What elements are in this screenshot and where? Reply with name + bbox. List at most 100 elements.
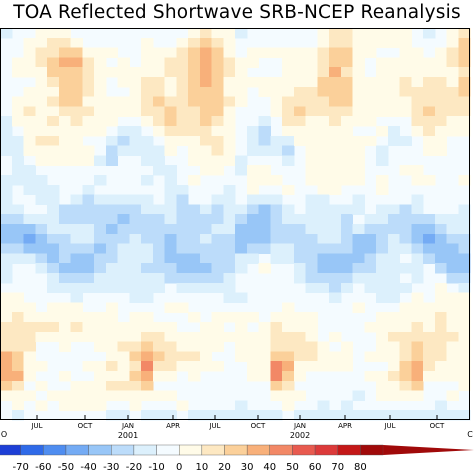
heatmap-cell: [105, 145, 119, 156]
heatmap-cell: [282, 184, 295, 196]
heatmap-cell: [47, 96, 60, 107]
heatmap-cell: [364, 86, 377, 98]
heatmap-cell: [58, 341, 72, 352]
heatmap-cell: [129, 263, 142, 274]
heatmap-cell: [434, 341, 448, 352]
heatmap-cell: [282, 204, 295, 215]
heatmap-cell: [376, 371, 389, 382]
heatmap-cell: [152, 86, 166, 98]
heatmap-cell: [82, 47, 95, 58]
heatmap-cell: [82, 106, 95, 117]
heatmap-cell: [117, 322, 130, 333]
heatmap-cell: [305, 410, 318, 421]
heatmap-cell: [329, 86, 342, 98]
heatmap-cell: [387, 273, 401, 284]
heatmap-cell: [117, 214, 130, 225]
heatmap-cell: [364, 106, 377, 117]
heatmap-cell: [340, 253, 354, 264]
heatmap-cell: [82, 243, 95, 254]
heatmap-cell: [152, 331, 166, 343]
heatmap-cell: [164, 322, 177, 333]
heatmap-cell: [141, 263, 154, 274]
heatmap-cell: [0, 224, 13, 235]
heatmap-cell: [82, 400, 95, 411]
heatmap-cell: [329, 47, 342, 58]
heatmap-cell: [340, 224, 354, 235]
heatmap-cell: [411, 116, 424, 127]
heatmap-cell: [423, 351, 436, 362]
heatmap-cell: [129, 253, 142, 264]
heatmap-cell: [223, 106, 236, 117]
heatmap-cell: [211, 273, 224, 284]
colorbar-swatch: [133, 444, 157, 456]
heatmap-cell: [246, 126, 260, 137]
heatmap-cell: [246, 135, 260, 147]
heatmap-cell: [23, 96, 36, 107]
heatmap-cell: [188, 361, 201, 372]
heatmap-cell: [446, 341, 459, 352]
heatmap-cell: [376, 243, 389, 254]
heatmap-cell: [387, 292, 401, 303]
heatmap-cell: [305, 145, 318, 156]
heatmap-cell: [423, 341, 436, 352]
colorbar-swatch: [156, 444, 180, 456]
heatmap-cell: [0, 28, 13, 39]
heatmap-cell: [47, 155, 60, 166]
heatmap-cell: [282, 331, 295, 343]
heatmap-cell: [446, 77, 459, 88]
heatmap-cell: [235, 263, 248, 274]
heatmap-cell: [340, 135, 354, 147]
heatmap-cell: [23, 361, 36, 372]
heatmap-cell: [305, 351, 318, 362]
heatmap-cell: [188, 57, 201, 68]
heatmap-cell: [364, 410, 377, 421]
heatmap-cell: [70, 116, 83, 127]
heatmap-cell: [258, 351, 271, 362]
heatmap-cell: [387, 312, 401, 323]
heatmap-cell: [129, 106, 142, 117]
heatmap-cell: [70, 253, 83, 264]
heatmap-cell: [152, 410, 166, 421]
heatmap-cell: [105, 380, 119, 392]
heatmap-cell: [223, 28, 236, 39]
heatmap-cell: [376, 67, 389, 78]
heatmap-cell: [211, 116, 224, 127]
heatmap-cell: [305, 243, 318, 254]
heatmap-cell: [11, 331, 25, 343]
heatmap-cell: [235, 86, 248, 98]
heatmap-cell: [0, 312, 13, 323]
heatmap-cell: [317, 155, 330, 166]
heatmap-cell: [94, 273, 107, 284]
heatmap-cell: [434, 361, 448, 372]
heatmap-cell: [70, 390, 83, 401]
colorbar-swatch: [246, 444, 270, 456]
heatmap-cell: [387, 263, 401, 274]
heatmap-cell: [282, 214, 295, 225]
heatmap-cell: [35, 263, 48, 274]
heatmap-cell: [387, 28, 401, 39]
heatmap-cell: [411, 351, 424, 362]
heatmap-cell: [70, 155, 83, 166]
x-tick-label: OCT: [251, 422, 266, 430]
heatmap-cell: [0, 341, 13, 352]
heatmap-cell: [352, 390, 365, 401]
heatmap-cell: [399, 243, 412, 254]
heatmap-cell: [11, 371, 25, 382]
heatmap-cell: [340, 126, 354, 137]
heatmap-cell: [329, 155, 342, 166]
heatmap-cell: [47, 86, 60, 98]
heatmap-cell: [105, 253, 119, 264]
heatmap-cell: [223, 312, 236, 323]
heatmap-cell: [446, 106, 459, 117]
heatmap-cell: [47, 302, 60, 313]
heatmap-cell: [23, 341, 36, 352]
heatmap-cell: [94, 371, 107, 382]
heatmap-cell: [282, 243, 295, 254]
heatmap-cell: [117, 410, 130, 421]
heatmap-cell: [270, 371, 283, 382]
heatmap-cell: [458, 175, 471, 186]
heatmap-cell: [11, 312, 25, 323]
heatmap-cell: [423, 96, 436, 107]
heatmap-cell: [176, 341, 189, 352]
heatmap-cell: [23, 47, 36, 58]
